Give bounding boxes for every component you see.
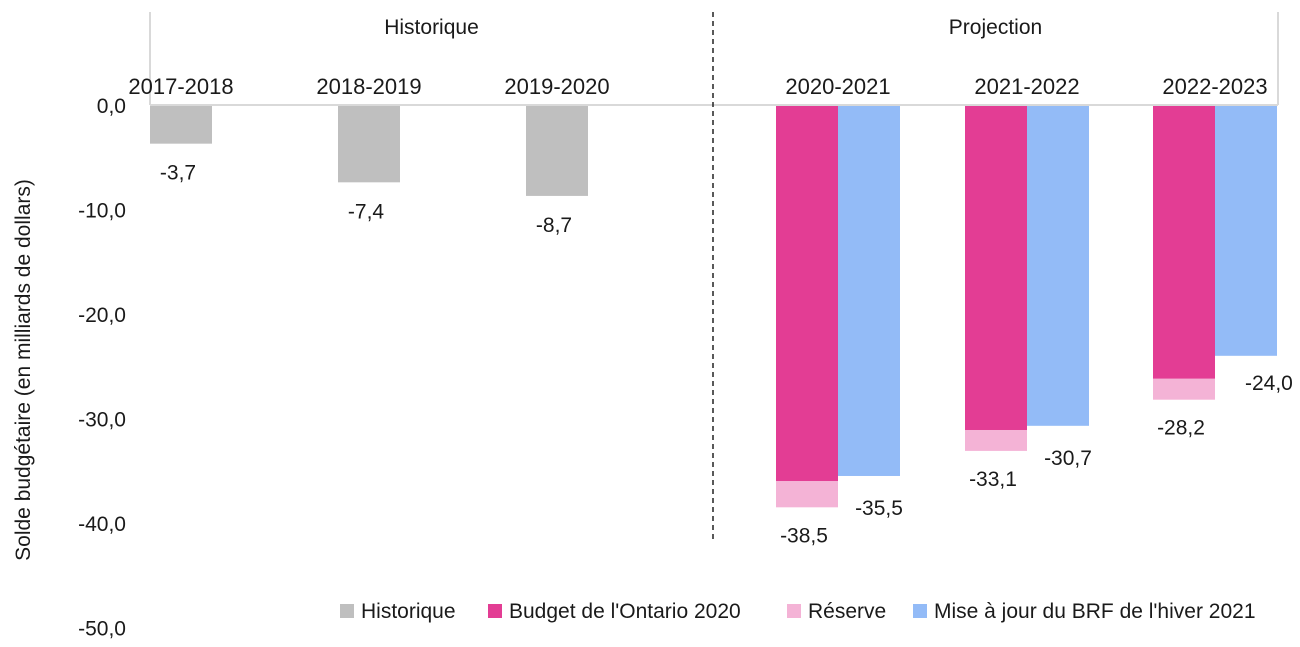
- data-label-brf: -35,5: [855, 497, 903, 520]
- y-tick-label: -30,0: [78, 409, 126, 432]
- legend-label: Historique: [361, 600, 456, 623]
- bar-historique: [338, 105, 400, 183]
- data-label-budget-total: -28,2: [1157, 417, 1205, 440]
- data-label-brf: -24,0: [1245, 372, 1293, 395]
- data-label-budget-total: -33,1: [969, 468, 1017, 491]
- x-tick-label: 2022-2023: [1162, 74, 1267, 99]
- legend-swatch: [787, 604, 801, 618]
- data-label-brf: -30,7: [1044, 447, 1092, 470]
- y-tick-label: 0,0: [97, 95, 126, 118]
- data-label-historique: -3,7: [160, 162, 196, 185]
- legend-label: Réserve: [808, 600, 886, 623]
- legend-label: Mise à jour du BRF de l'hiver 2021: [934, 600, 1256, 623]
- y-tick-label: -20,0: [78, 304, 126, 327]
- y-tick-label: -40,0: [78, 513, 126, 536]
- bar-brf: [1215, 105, 1277, 356]
- section-label-projection: Projection: [949, 16, 1042, 39]
- x-tick-label: 2018-2019: [316, 74, 421, 99]
- bar-reserve: [776, 481, 838, 508]
- y-tick-label: -10,0: [78, 200, 126, 223]
- x-tick-label: 2017-2018: [128, 74, 233, 99]
- bar-brf: [838, 105, 900, 476]
- x-tick-label: 2019-2020: [504, 74, 609, 99]
- bar-historique: [150, 105, 212, 144]
- legend-label: Budget de l'Ontario 2020: [509, 600, 741, 623]
- bar-budget: [965, 105, 1027, 430]
- x-tick-label: 2020-2021: [785, 74, 890, 99]
- data-label-historique: -7,4: [348, 200, 385, 223]
- data-label-historique: -8,7: [536, 214, 572, 237]
- bar-brf: [1027, 105, 1089, 426]
- data-label-budget-total: -38,5: [780, 524, 828, 547]
- x-tick-label: 2021-2022: [974, 74, 1079, 99]
- y-axis-title: Solde budgétaire (en milliards de dollar…: [12, 179, 35, 561]
- bar-budget: [776, 105, 838, 482]
- bar-budget: [1153, 105, 1215, 379]
- section-label-historique: Historique: [384, 16, 479, 39]
- bar-historique: [526, 105, 588, 196]
- y-tick-label: -50,0: [78, 618, 126, 641]
- bar-reserve: [965, 429, 1027, 451]
- legend-swatch: [488, 604, 502, 618]
- legend-swatch: [913, 604, 927, 618]
- legend-swatch: [340, 604, 354, 618]
- bar-reserve: [1153, 378, 1215, 400]
